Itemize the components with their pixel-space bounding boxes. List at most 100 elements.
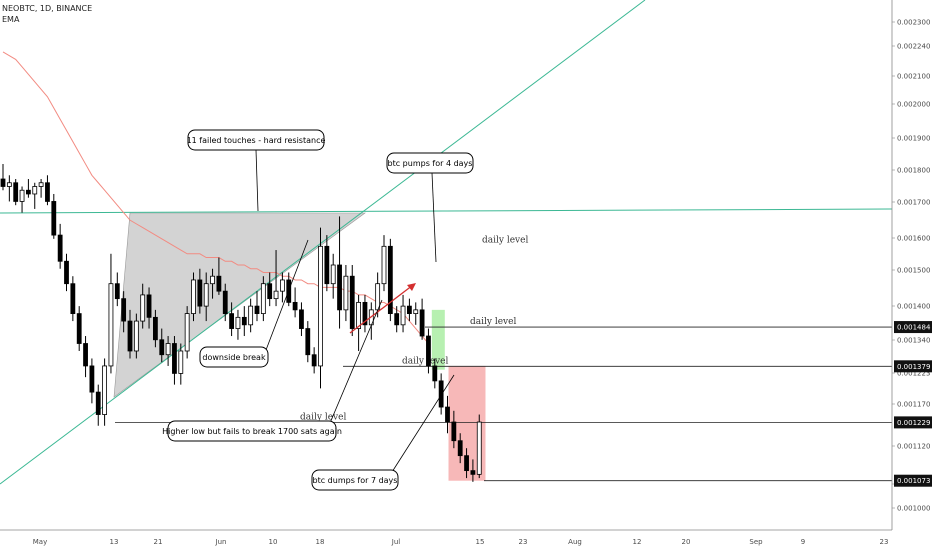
candle — [381, 235, 387, 292]
candle — [419, 298, 425, 340]
candle-body — [140, 294, 146, 322]
trendline-layer — [0, 0, 893, 485]
candle — [413, 302, 419, 325]
candle — [476, 414, 482, 479]
candle — [197, 268, 203, 314]
candle-body — [114, 283, 120, 300]
candle-body — [337, 264, 342, 311]
callout-text: Higher low but fails to break 1700 sats … — [162, 427, 342, 436]
candle — [273, 250, 279, 307]
candle — [279, 272, 285, 303]
candle — [121, 291, 127, 333]
candle-body — [184, 313, 190, 352]
candle — [70, 276, 76, 322]
candles-layer — [0, 164, 482, 482]
y-tick-label: 0.001223 — [897, 370, 930, 378]
price-label: 0.001229 — [894, 416, 932, 429]
candle — [210, 268, 215, 299]
candle — [464, 448, 469, 479]
candle-body — [375, 283, 381, 311]
x-tick-label: 15 — [476, 538, 485, 546]
candle — [432, 358, 438, 389]
candle-body — [381, 245, 387, 285]
candle-body — [165, 343, 171, 356]
candle-body — [299, 309, 304, 329]
higher-low-arrow — [349, 284, 414, 334]
indicator-label: EMA — [2, 15, 20, 24]
y-tick-label: 0.002300 — [897, 19, 930, 27]
candle — [146, 287, 152, 329]
candle-body — [457, 440, 463, 457]
y-tick-label: 0.001170 — [897, 401, 930, 409]
price-label: 0.001379 — [894, 360, 932, 373]
candle — [400, 294, 406, 333]
candle-body — [324, 245, 330, 285]
candle — [159, 328, 165, 363]
candle-body — [394, 313, 400, 326]
candle — [95, 384, 101, 426]
candle — [89, 358, 95, 404]
candle-body — [25, 189, 31, 195]
callout-pointer — [431, 172, 437, 263]
daily-level-label: daily level — [482, 235, 528, 245]
candle-body — [305, 328, 311, 356]
candle — [76, 306, 82, 351]
candle — [51, 193, 57, 239]
candle — [19, 186, 25, 213]
y-tick-label: 0.001800 — [897, 167, 930, 175]
candle — [241, 306, 247, 337]
candle — [445, 395, 450, 434]
callout-pointer — [391, 374, 455, 473]
candle — [438, 373, 444, 415]
candle-body — [89, 365, 95, 393]
candle-body — [260, 283, 266, 315]
candle — [394, 306, 400, 333]
candle — [426, 328, 431, 374]
callout-pointer — [329, 299, 383, 424]
candle — [318, 227, 323, 389]
candle-body — [413, 309, 419, 315]
x-tick-label: May — [33, 538, 47, 546]
daily-level-label: daily level — [470, 317, 516, 327]
price-label-bg — [894, 321, 932, 334]
price-label-text: 0.001484 — [897, 324, 931, 332]
ema-layer — [2, 51, 429, 344]
candle — [38, 179, 44, 198]
candle-body — [152, 316, 158, 341]
candle — [254, 291, 260, 322]
callout-text: btc dumps for 7 days — [313, 476, 398, 485]
candle — [311, 347, 317, 374]
candle-body — [197, 279, 203, 307]
candle-body — [210, 275, 215, 285]
annotation-callout: downside break — [199, 239, 309, 368]
annotation-callout: 11 failed touches - hard resistance — [187, 129, 325, 212]
candle — [57, 223, 63, 269]
candle — [133, 313, 139, 359]
candle — [178, 343, 184, 385]
candle-body — [235, 316, 241, 329]
candle — [387, 238, 393, 322]
annotation-callout: Higher low but fails to break 1700 sats … — [162, 299, 383, 442]
candle-body — [13, 182, 19, 202]
candle-body — [133, 320, 139, 352]
candle-body — [406, 305, 412, 315]
candle — [108, 253, 114, 374]
candle — [406, 298, 412, 322]
candle — [165, 336, 171, 366]
callout-box — [199, 346, 269, 368]
candle-body — [279, 279, 285, 292]
candle — [216, 257, 222, 295]
candle — [45, 175, 50, 206]
candle-body — [146, 294, 152, 318]
y-tick-label: 0.001700 — [897, 199, 930, 207]
daily-level-label: daily level — [402, 356, 448, 366]
price-label-text: 0.001379 — [897, 363, 930, 371]
callout-box — [167, 420, 337, 442]
candle-body — [464, 455, 469, 472]
candle-body — [102, 365, 107, 415]
candle — [457, 433, 463, 464]
candle-body — [178, 350, 184, 374]
candle-body — [108, 283, 114, 367]
